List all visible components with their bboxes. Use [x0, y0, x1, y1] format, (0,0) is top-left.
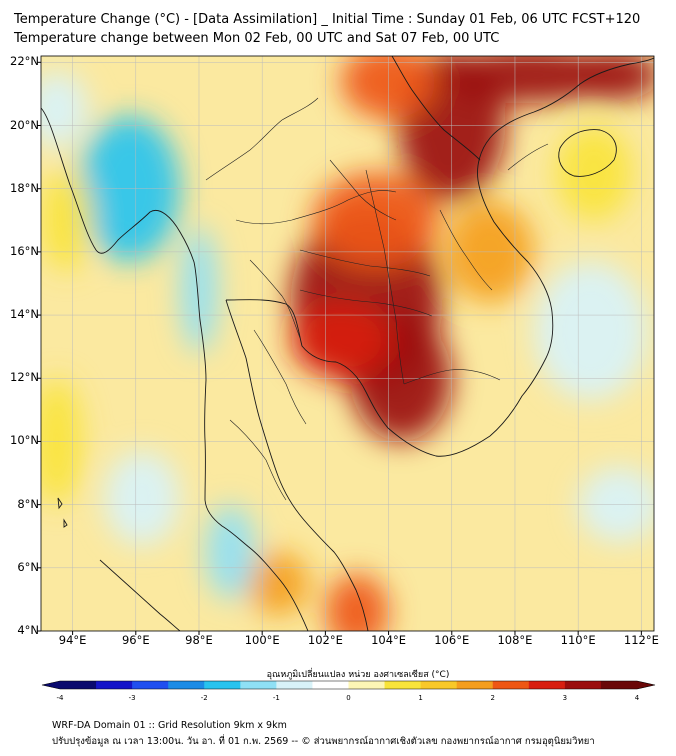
colorbar-swatch — [492, 681, 530, 689]
colorbar-swatch — [564, 681, 602, 689]
colorbar-tick-label: 3 — [562, 694, 568, 702]
colorbar-swatch — [168, 681, 205, 689]
lon-tick-label: 98°E — [185, 633, 213, 647]
colorbar-tick-label: -4 — [56, 694, 64, 702]
lat-tick-label: 6°N — [17, 559, 39, 574]
lon-tick-label: 110°E — [560, 633, 596, 647]
colorbar-swatch — [348, 681, 386, 689]
colorbar-swatch — [420, 681, 458, 689]
colorbar-outline — [41, 680, 656, 690]
colorbar-swatch — [384, 681, 422, 689]
coastline-outlines — [41, 56, 654, 631]
colorbar-tick-label: 2 — [490, 694, 495, 702]
field-region-14 — [104, 450, 181, 546]
lat-tick-label: 18°N — [10, 180, 39, 195]
colorbar-tick-label: -2 — [200, 694, 208, 702]
colorbar-title: อุณหภูมิเปลี่ยนแปลง หน่วย องศาเซลเซียส (… — [266, 670, 450, 680]
colorbar-swatch — [600, 681, 638, 689]
colorbar — [41, 680, 656, 690]
colorbar-swatch — [240, 681, 277, 689]
lat-tick-label: 10°N — [10, 433, 39, 448]
colorbar-tick-label: 0 — [346, 694, 351, 702]
chart-subtitle: Temperature change between Mon 02 Feb, 0… — [14, 31, 500, 46]
colorbar-min-arrow — [42, 681, 60, 689]
lon-tick-label: 100°E — [244, 633, 280, 647]
lat-tick-label: 20°N — [10, 117, 39, 132]
field-region-6 — [571, 56, 654, 101]
footer-model-info: WRF-DA Domain 01 :: Grid Resolution 9km … — [52, 720, 287, 731]
field-region-2 — [290, 302, 392, 379]
field-region-5 — [448, 56, 613, 104]
field-region-9 — [246, 552, 310, 616]
colorbar-swatch — [276, 681, 313, 689]
colorbar-swatch — [60, 681, 97, 689]
lon-tick-label: 112°E — [623, 633, 659, 647]
colorbar-swatch — [132, 681, 169, 689]
lon-tick-label: 106°E — [434, 633, 470, 647]
province-borders — [205, 97, 549, 501]
colorbar-swatch — [456, 681, 494, 689]
lat-tick-label: 8°N — [17, 496, 39, 511]
lat-tick-label: 22°N — [10, 54, 39, 69]
lon-tick-label: 108°E — [497, 633, 533, 647]
colorbar-swatch — [204, 681, 241, 689]
field-region-8 — [325, 574, 389, 631]
colorbar-max-arrow — [637, 681, 655, 689]
lat-tick-label: 4°N — [17, 623, 39, 637]
field-region-16 — [533, 261, 648, 401]
colorbar-swatch — [96, 681, 133, 689]
colorbar-tick-label: 4 — [634, 694, 640, 702]
colorbar-swatch — [528, 681, 566, 689]
lon-tick-label: 104°E — [371, 633, 407, 647]
lat-tick-label: 16°N — [10, 243, 39, 258]
field-region-13 — [205, 504, 256, 600]
lat-tick-label: 14°N — [10, 307, 39, 322]
colorbar-tick-label: -3 — [128, 694, 136, 702]
footer-credit: ปรับปรุงข้อมูล ณ เวลา 13:00น. วัน อา. ที… — [52, 736, 595, 747]
colorbar-tick-label: -1 — [272, 694, 280, 702]
colorbar-swatch — [312, 681, 349, 689]
field-region-15 — [41, 71, 89, 148]
lon-tick-label: 102°E — [307, 633, 343, 647]
field-region-18 — [556, 125, 632, 221]
field-region-4 — [312, 172, 440, 268]
plot-frame — [40, 55, 655, 632]
chart-title: Temperature Change (°C) - [Data Assimila… — [14, 12, 641, 27]
field-region-20 — [41, 169, 92, 271]
colorbar-tick-label: 1 — [418, 694, 423, 702]
lon-tick-label: 96°E — [121, 633, 150, 647]
lon-tick-label: 94°E — [58, 633, 87, 647]
lat-tick-label: 12°N — [10, 370, 39, 385]
